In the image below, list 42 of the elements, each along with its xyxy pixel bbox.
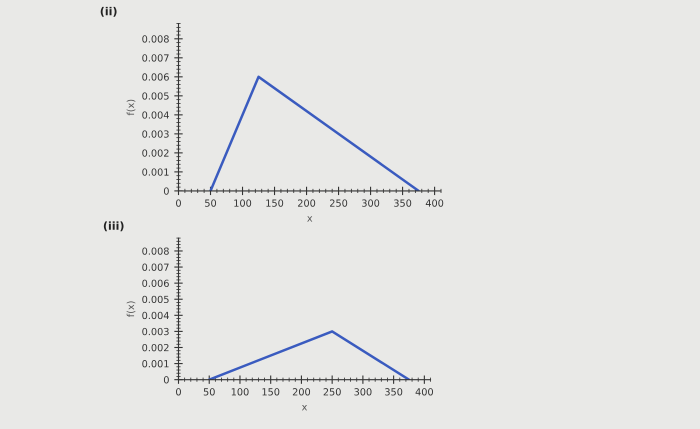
x-tick-label: 50 [204, 388, 215, 396]
y-tick-label: 0.001 [142, 360, 169, 368]
x-tick-label: 100 [232, 388, 249, 396]
y-tick-label: 0.004 [142, 111, 169, 119]
x-tick-label: 300 [354, 388, 372, 396]
y-tick-label: 0 [164, 376, 169, 384]
y-tick-label: 0.007 [142, 264, 169, 271]
y-tick-label: 0.001 [142, 168, 169, 176]
x-tick-label: 250 [324, 388, 341, 396]
x-tick-label: 150 [262, 388, 280, 396]
y-tick-label: 0.003 [142, 130, 169, 138]
y-tick-label: 0.005 [142, 92, 169, 100]
x-tick-label: 100 [234, 199, 252, 207]
y-tick-label: 0.002 [142, 344, 168, 352]
y-tick-label: 0.007 [142, 54, 169, 62]
y-tick-label: 0.004 [142, 312, 169, 320]
x-tick-label: 400 [426, 199, 444, 207]
y-axis-title: f(x) [126, 301, 136, 318]
x-tick-label: 200 [298, 199, 316, 207]
x-axis-title: x [307, 216, 312, 222]
y-tick-label: 0.006 [142, 73, 169, 81]
chart-title: (ii) [100, 6, 117, 17]
x-tick-label: 250 [330, 199, 348, 207]
x-tick-label: 200 [292, 388, 310, 396]
x-tick-label: 400 [416, 388, 433, 396]
x-tick-label: 50 [205, 199, 216, 207]
x-tick-label: 300 [362, 199, 380, 207]
x-tick-label: 0 [176, 199, 181, 207]
x-axis-title: x [302, 405, 308, 410]
chart-title: (iii) [104, 221, 124, 232]
y-axis-title: f(x) [126, 100, 136, 116]
y-tick-label: 0.005 [142, 296, 169, 304]
x-tick-label: 350 [394, 199, 412, 207]
y-tick-label: 0.003 [142, 328, 169, 336]
y-tick-label: 0 [164, 187, 169, 195]
x-tick-label: 0 [176, 388, 181, 396]
y-tick-label: 0.006 [142, 280, 169, 287]
x-tick-label: 350 [385, 388, 402, 396]
y-tick-label: 0.008 [142, 35, 169, 43]
y-tick-label: 0.008 [142, 247, 169, 255]
x-tick-label: 150 [266, 199, 284, 207]
y-tick-label: 0.002 [142, 149, 168, 157]
